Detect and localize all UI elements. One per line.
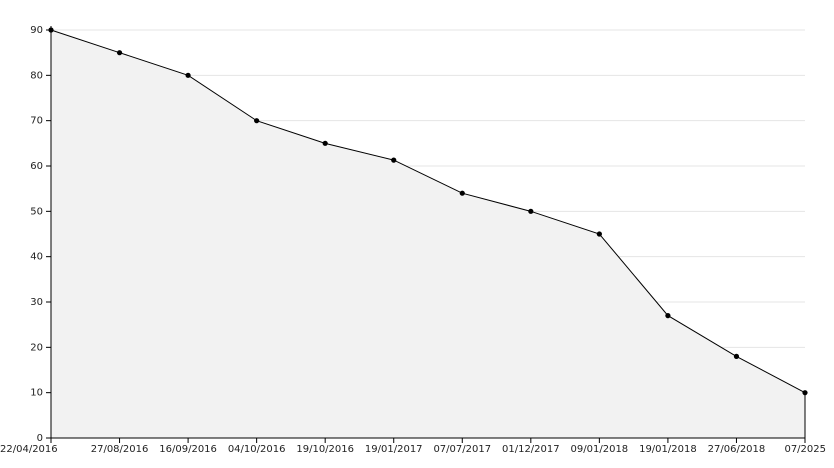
x-tick-label: 07/2025 bbox=[784, 444, 826, 455]
x-tick-label: 01/12/2017 bbox=[502, 444, 560, 455]
marker bbox=[733, 353, 740, 359]
x-tick-label: 09/01/2018 bbox=[571, 444, 629, 455]
y-tick-label: 80 bbox=[30, 70, 43, 81]
x-tick-label: 19/01/2017 bbox=[365, 444, 423, 455]
x-tick-label: 04/10/2016 bbox=[228, 444, 286, 455]
y-tick-label: 0 bbox=[37, 433, 43, 444]
marker bbox=[528, 208, 534, 214]
x-tick-label: 19/10/2016 bbox=[296, 444, 354, 455]
marker bbox=[391, 157, 397, 163]
y-tick-label: 60 bbox=[30, 161, 43, 172]
line bbox=[50, 29, 806, 394]
x-tick-label: 16/09/2016 bbox=[159, 444, 217, 455]
area-fill bbox=[51, 30, 805, 438]
y-tick-label: 10 bbox=[30, 388, 43, 399]
x-tick-label: 22/04/2016 bbox=[0, 444, 58, 455]
y-tick-label: 90 bbox=[30, 25, 43, 36]
x-tick-label: 27/08/2016 bbox=[91, 444, 149, 455]
marker bbox=[116, 50, 123, 56]
y-tick-label: 40 bbox=[30, 252, 43, 263]
marker bbox=[459, 190, 465, 196]
y-tick-label: 50 bbox=[30, 206, 43, 217]
marker bbox=[596, 231, 602, 237]
x-tick-label: 27/06/2018 bbox=[708, 444, 766, 455]
marker bbox=[254, 118, 260, 124]
x-tick-label: 19/01/2018 bbox=[639, 444, 697, 455]
x-tick-label: 07/07/2017 bbox=[433, 444, 491, 455]
y-tick-label: 30 bbox=[30, 297, 43, 308]
y-tick-label: 70 bbox=[30, 116, 43, 127]
marker bbox=[802, 390, 808, 396]
marker bbox=[665, 313, 671, 319]
y-tick-label: 20 bbox=[30, 342, 43, 353]
marker bbox=[322, 140, 328, 146]
marker bbox=[185, 72, 191, 78]
